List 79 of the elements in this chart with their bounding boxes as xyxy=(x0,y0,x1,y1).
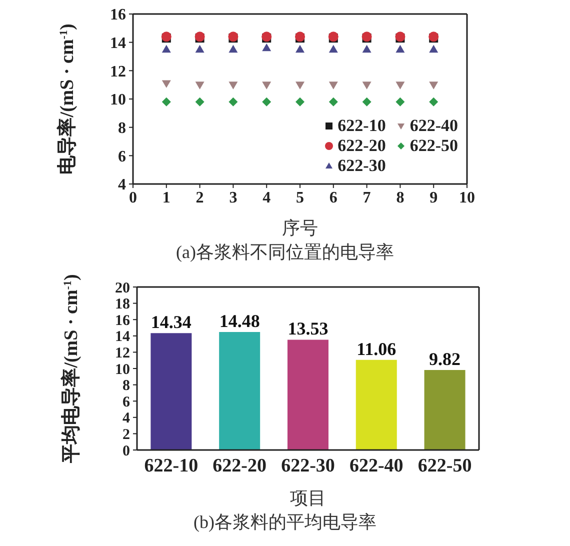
point xyxy=(396,97,405,106)
text: (a)各浆料不同位置的电导率 xyxy=(175,241,395,264)
legend-label: 622-10 xyxy=(338,116,386,136)
point xyxy=(296,97,304,106)
x-tick-label: 622-30 xyxy=(281,455,335,476)
point xyxy=(262,82,272,90)
y-tick-label: 20 xyxy=(115,280,130,296)
x-tick-label: 1 xyxy=(162,189,170,206)
x-tick-label: 8 xyxy=(396,189,404,206)
y-tick-label: 0 xyxy=(122,443,130,460)
data-label: 11.06 xyxy=(356,338,396,359)
x-tick-label: 10 xyxy=(459,189,475,206)
x-tick-label: 7 xyxy=(362,189,371,206)
x-tick-label: 622-50 xyxy=(418,455,472,476)
point xyxy=(328,97,338,106)
y-tick-label: 12 xyxy=(115,346,130,362)
y-tick-label: 16 xyxy=(115,312,130,329)
point xyxy=(362,44,372,53)
x-tick-label: 6 xyxy=(329,189,338,206)
bar xyxy=(287,340,328,450)
point xyxy=(162,97,171,106)
x-tick-label: 4 xyxy=(262,189,271,206)
y-tick-label: 10 xyxy=(110,92,126,109)
point xyxy=(228,44,238,53)
point xyxy=(396,44,405,53)
point xyxy=(429,82,438,90)
x-tick-label: 622-40 xyxy=(349,455,404,476)
x-tick-label: 3 xyxy=(229,189,238,206)
bar xyxy=(356,360,397,450)
y-tick-label: 10 xyxy=(115,362,130,378)
y-tick-label: 6 xyxy=(118,148,126,166)
data-label: 13.53 xyxy=(288,318,328,339)
bar xyxy=(219,332,260,450)
point xyxy=(228,82,238,90)
x-axis-title: 序号 xyxy=(282,218,318,238)
point xyxy=(328,44,338,53)
y-tick-label: 4 xyxy=(118,176,126,194)
point xyxy=(362,82,372,90)
x-axis-title: 项目 xyxy=(290,488,326,508)
point xyxy=(162,80,171,88)
y-tick-label: 6 xyxy=(122,394,130,410)
legend-label: 622-30 xyxy=(338,156,386,176)
bar xyxy=(150,333,192,450)
bar xyxy=(424,370,466,450)
point xyxy=(195,44,204,53)
text: (b)各浆料的平均电导率 xyxy=(192,511,378,534)
data-label: 14.48 xyxy=(219,310,260,331)
point xyxy=(328,82,338,90)
point xyxy=(262,97,272,106)
y-tick-label: 8 xyxy=(118,120,126,138)
y-tick-label: 14 xyxy=(110,35,126,52)
x-tick-label: 5 xyxy=(296,189,304,206)
x-tick-label: 622-10 xyxy=(144,455,198,476)
y-tick-label: 14 xyxy=(115,329,130,346)
point xyxy=(195,97,204,106)
point xyxy=(195,82,204,90)
point xyxy=(296,82,304,90)
point xyxy=(296,44,304,53)
point xyxy=(396,82,405,90)
y-tick-label: 18 xyxy=(115,296,130,313)
point xyxy=(262,44,272,52)
y-tick-label: 12 xyxy=(110,63,126,80)
legend-label: 622-20 xyxy=(338,136,386,156)
y-tick-label: 2 xyxy=(122,427,130,444)
point xyxy=(228,97,238,106)
legend-label: 622-50 xyxy=(410,136,458,156)
data-label: 9.82 xyxy=(429,348,461,369)
point xyxy=(429,97,438,106)
y-tick-label: 4 xyxy=(122,410,130,427)
x-tick-label: 622-20 xyxy=(212,455,267,476)
point xyxy=(362,97,372,106)
data-label: 14.34 xyxy=(150,312,192,332)
x-tick-label: 9 xyxy=(430,189,438,206)
y-tick-label: 16 xyxy=(110,6,126,24)
point xyxy=(162,44,171,53)
y-tick-label: 8 xyxy=(122,378,130,394)
legend-label: 622-40 xyxy=(410,116,458,136)
x-tick-label: 2 xyxy=(196,189,204,206)
point xyxy=(429,44,438,53)
